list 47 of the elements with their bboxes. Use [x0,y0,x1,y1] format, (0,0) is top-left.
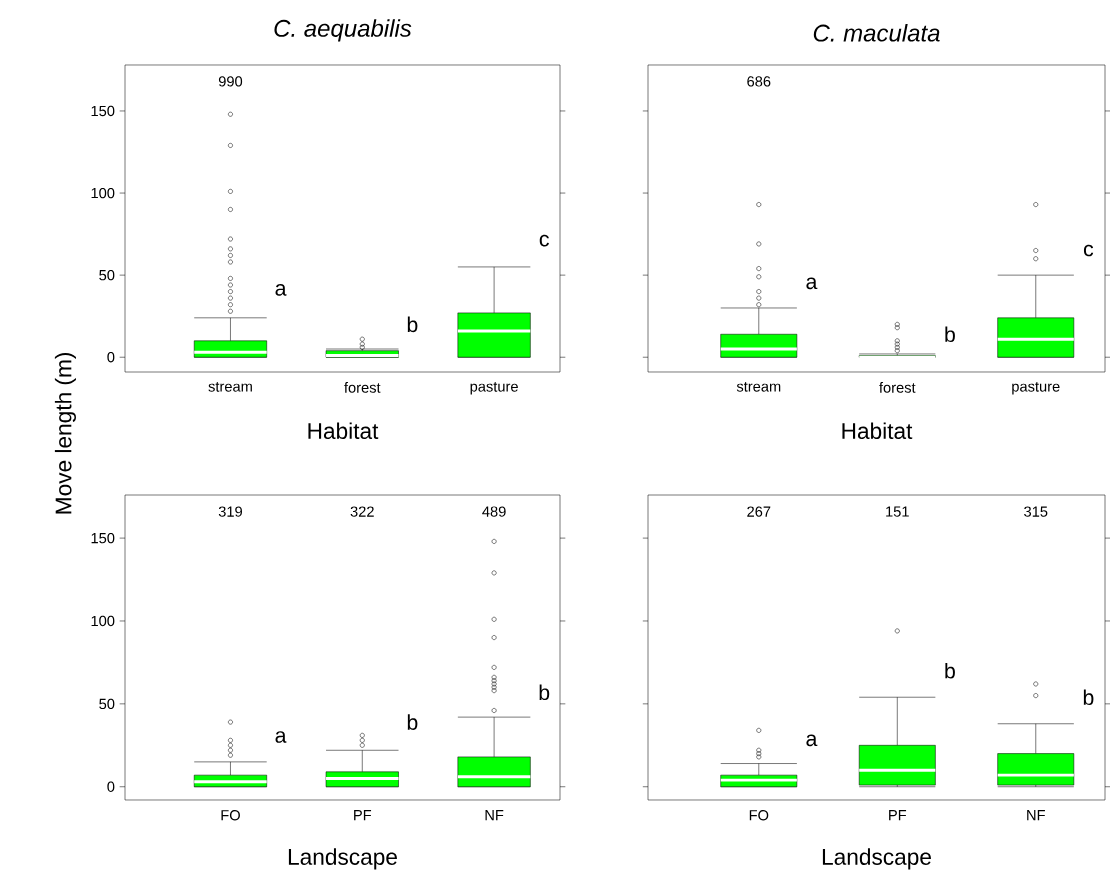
x-axis-title: Landscape [288,848,397,870]
x-axis-title: Landscape [822,848,931,870]
annotation: a [806,734,818,747]
annotation: 267 [747,506,771,517]
y-tick-label: 100 [91,187,115,199]
annotation: 990 [218,76,243,87]
x-tick-label: NF [1027,810,1045,821]
annotation: 686 [747,76,771,87]
annotation: b [407,714,418,730]
x-tick-label: FO [221,810,240,821]
x-tick-label: stream [736,382,781,392]
x-axis-title: Habitat [842,422,913,440]
x-tick-label: pasture [470,382,518,395]
x-tick-label: PF [889,810,907,821]
y-tick-label: 0 [107,781,115,792]
x-tick-label: forest [879,382,916,393]
annotation: a [275,731,287,743]
y-tick-label: 50 [99,698,115,710]
annotation: a [806,277,818,290]
annotation: b [945,326,955,343]
x-tick-label: FO [749,810,769,821]
annotation: 151 [886,506,909,517]
annotation: c [539,234,549,247]
annotation: a [275,284,287,296]
y-tick-label: 0 [107,352,115,363]
x-axis-title: Habitat [308,422,379,440]
annotation: b [945,662,955,679]
annotation: 489 [482,506,506,517]
chart-title: C. aequabilis [274,19,412,42]
y-tick-label: 100 [91,615,115,627]
y-tick-label: 150 [91,105,115,117]
annotation: b [539,684,550,701]
x-tick-label: forest [344,382,381,393]
y-tick-label: 50 [99,269,115,281]
x-tick-label: stream [208,382,252,392]
chart-title: C. maculata [813,23,940,42]
annotation: 322 [350,506,374,517]
x-tick-label: pasture [1012,382,1060,395]
y-tick-label: 150 [91,532,115,544]
annotation: c [1083,244,1094,257]
annotation: 315 [1024,506,1048,517]
annotation: b [407,316,418,333]
annotation: 319 [218,506,242,517]
x-tick-label: PF [354,810,372,821]
annotation: b [1083,689,1094,706]
y-axis-title: Move length (m) [54,352,76,514]
x-tick-label: NF [485,810,504,821]
